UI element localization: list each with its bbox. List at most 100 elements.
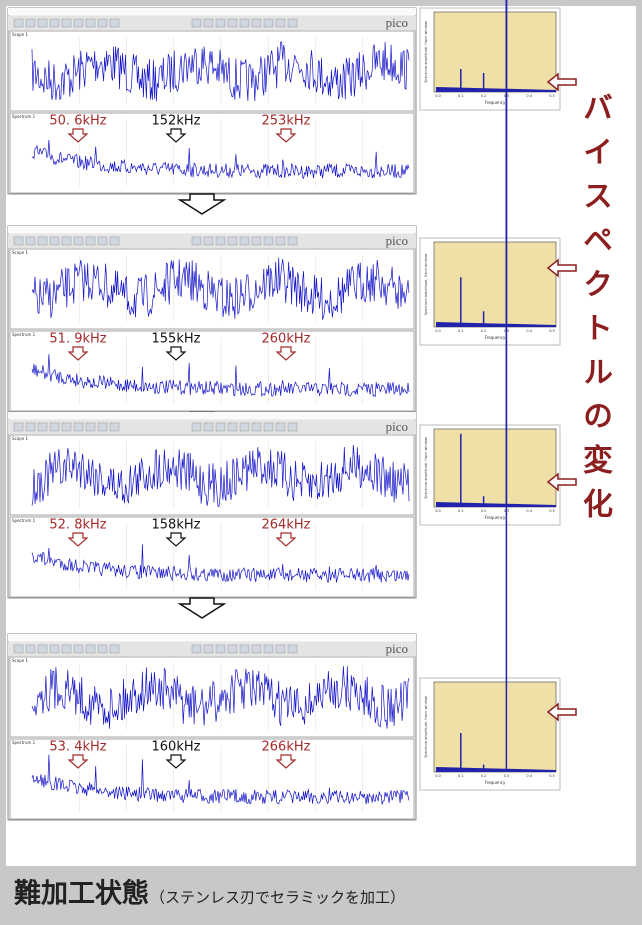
tool-icon bbox=[276, 237, 285, 245]
tool-icon bbox=[14, 423, 23, 431]
tool-icon bbox=[240, 237, 249, 245]
tool-icon bbox=[86, 645, 95, 653]
peak-label: 158kHz bbox=[152, 518, 201, 533]
tool-icon bbox=[26, 645, 35, 653]
bispec-xtick: 0.4 bbox=[526, 509, 532, 513]
bispec-xlabel: Frequency bbox=[485, 335, 506, 340]
tool-icon bbox=[276, 19, 285, 27]
tool-icon bbox=[240, 19, 249, 27]
tool-icon bbox=[192, 19, 201, 27]
peak-label: 264kHz bbox=[262, 518, 311, 533]
bispec-xtick: 0.4 bbox=[526, 774, 532, 778]
tool-icon bbox=[98, 237, 107, 245]
spectrum-label: Spectrum 1 bbox=[12, 114, 36, 119]
tool-icon bbox=[204, 423, 213, 431]
tool-icon bbox=[26, 237, 35, 245]
tool-icon bbox=[98, 423, 107, 431]
tool-icon bbox=[216, 423, 225, 431]
spectrum-label: Spectrum 1 bbox=[12, 740, 36, 745]
tool-icon bbox=[50, 423, 59, 431]
bispec-xlabel: Frequency bbox=[485, 515, 506, 520]
tool-icon bbox=[192, 237, 201, 245]
tool-icon bbox=[276, 645, 285, 653]
bispec-xtick: 0.4 bbox=[526, 329, 532, 333]
tool-icon bbox=[74, 237, 83, 245]
tool-icon bbox=[74, 645, 83, 653]
peak-label: 266kHz bbox=[262, 740, 311, 755]
tool-icon bbox=[14, 19, 23, 27]
tool-icon bbox=[14, 645, 23, 653]
tool-icon bbox=[192, 423, 201, 431]
tool-icon bbox=[86, 19, 95, 27]
bispec-xtick: 0.1 bbox=[458, 94, 464, 98]
title-bar bbox=[8, 634, 416, 641]
tool-icon bbox=[62, 19, 71, 27]
tool-icon bbox=[228, 423, 237, 431]
tool-icon bbox=[252, 645, 261, 653]
tool-icon bbox=[50, 19, 59, 27]
bispec-ylabel: Spectrum amplitude, Hann window bbox=[424, 696, 428, 758]
canvas: 難加工状態 （ステンレス刃でセラミックを加工） picoScope 1Spect… bbox=[0, 0, 642, 925]
bispec-xtick: 0.0 bbox=[435, 509, 441, 513]
bispec-xtick: 0.0 bbox=[435, 94, 441, 98]
tool-icon bbox=[192, 645, 201, 653]
bispec-xtick: 0.0 bbox=[435, 774, 441, 778]
peak-label: 160kHz bbox=[152, 740, 201, 755]
bispec-plot bbox=[434, 242, 556, 327]
tool-icon bbox=[38, 237, 47, 245]
tool-icon bbox=[288, 19, 297, 27]
tool-icon bbox=[228, 237, 237, 245]
peak-label: 53. 4kHz bbox=[49, 740, 106, 755]
bispec-plot bbox=[434, 12, 556, 92]
caption-sub: （ステンレス刃でセラミックを加工） bbox=[150, 889, 405, 907]
bispec-xtick: 0.5 bbox=[549, 94, 555, 98]
scope-label: Scope 1 bbox=[12, 658, 28, 663]
bispec-plot bbox=[434, 682, 556, 772]
tool-icon bbox=[204, 19, 213, 27]
bispec-xtick: 0.0 bbox=[435, 329, 441, 333]
spectrum-label: Spectrum 1 bbox=[12, 518, 36, 523]
bispec-xtick: 0.5 bbox=[549, 509, 555, 513]
tool-icon bbox=[216, 19, 225, 27]
scope-label: Scope 1 bbox=[12, 32, 28, 37]
peak-label: 253kHz bbox=[262, 114, 311, 129]
bispec-xtick: 0.1 bbox=[458, 509, 464, 513]
tool-icon bbox=[228, 19, 237, 27]
tool-icon bbox=[276, 423, 285, 431]
tool-icon bbox=[288, 237, 297, 245]
peak-label: 260kHz bbox=[262, 332, 311, 347]
tool-icon bbox=[86, 423, 95, 431]
tool-icon bbox=[264, 19, 273, 27]
bispec-xtick: 0.1 bbox=[458, 774, 464, 778]
tool-icon bbox=[74, 19, 83, 27]
bispec-xtick: 0.2 bbox=[481, 329, 487, 333]
tool-icon bbox=[38, 19, 47, 27]
tool-icon bbox=[264, 237, 273, 245]
vertical-title: バイスペクトルの変化 bbox=[572, 92, 616, 532]
peak-label: 52. 8kHz bbox=[49, 518, 106, 533]
bispec-plot bbox=[434, 429, 556, 507]
peak-label: 50. 6kHz bbox=[49, 114, 106, 129]
tool-icon bbox=[216, 645, 225, 653]
bispec-xtick: 0.2 bbox=[481, 509, 487, 513]
tool-icon bbox=[14, 237, 23, 245]
page: 難加工状態 （ステンレス刃でセラミックを加工） picoScope 1Spect… bbox=[0, 0, 642, 925]
tool-icon bbox=[26, 423, 35, 431]
tool-icon bbox=[204, 645, 213, 653]
tool-icon bbox=[110, 423, 119, 431]
tool-icon bbox=[216, 237, 225, 245]
bispec-ylabel: Spectrum amplitude, Hann window bbox=[424, 254, 428, 316]
tool-icon bbox=[264, 423, 273, 431]
tool-icon bbox=[26, 19, 35, 27]
bispec-xtick: 0.2 bbox=[481, 94, 487, 98]
title-bar bbox=[8, 8, 416, 15]
bispec-xtick: 0.1 bbox=[458, 329, 464, 333]
tool-icon bbox=[228, 645, 237, 653]
title-bar bbox=[8, 412, 416, 419]
scope-label: Scope 1 bbox=[12, 250, 28, 255]
tool-icon bbox=[110, 645, 119, 653]
bispec-ylabel: Spectrum amplitude, Hann window bbox=[424, 437, 428, 499]
tool-icon bbox=[252, 423, 261, 431]
logo: pico bbox=[386, 641, 408, 656]
tool-icon bbox=[86, 237, 95, 245]
